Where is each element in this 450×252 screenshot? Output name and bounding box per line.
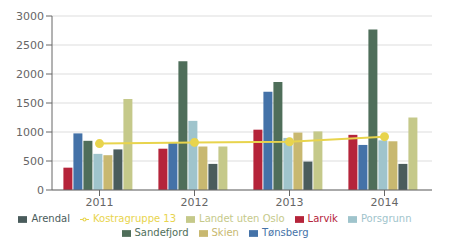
svg-text:1000: 1000 — [16, 126, 44, 139]
svg-text:3000: 3000 — [16, 10, 44, 23]
html-text:Tønsberg: Tønsberg — [261, 227, 309, 238]
html-text:Landet uten Oslo: Landet uten Oslo — [199, 213, 285, 224]
svg-text:1500: 1500 — [16, 97, 44, 110]
html-text:Kostragruppe 13: Kostragruppe 13 — [93, 213, 177, 224]
html-text:Larvik: Larvik — [307, 213, 338, 224]
svg-text:2000: 2000 — [16, 68, 44, 81]
svg-text:500: 500 — [23, 155, 44, 168]
svg-text:2014: 2014 — [371, 196, 399, 209]
html-text:Sandefjord: Sandefjord — [134, 227, 189, 238]
html-text:Porsgrunn: Porsgrunn — [360, 213, 412, 224]
svg-text:2013: 2013 — [276, 196, 304, 209]
svg-text:2500: 2500 — [16, 39, 44, 52]
html-text:Arendal: Arendal — [31, 213, 70, 224]
svg-text:2011: 2011 — [86, 196, 114, 209]
svg-text:0: 0 — [37, 184, 44, 197]
html-text:Skien: Skien — [211, 227, 239, 238]
svg-text:2012: 2012 — [181, 196, 209, 209]
